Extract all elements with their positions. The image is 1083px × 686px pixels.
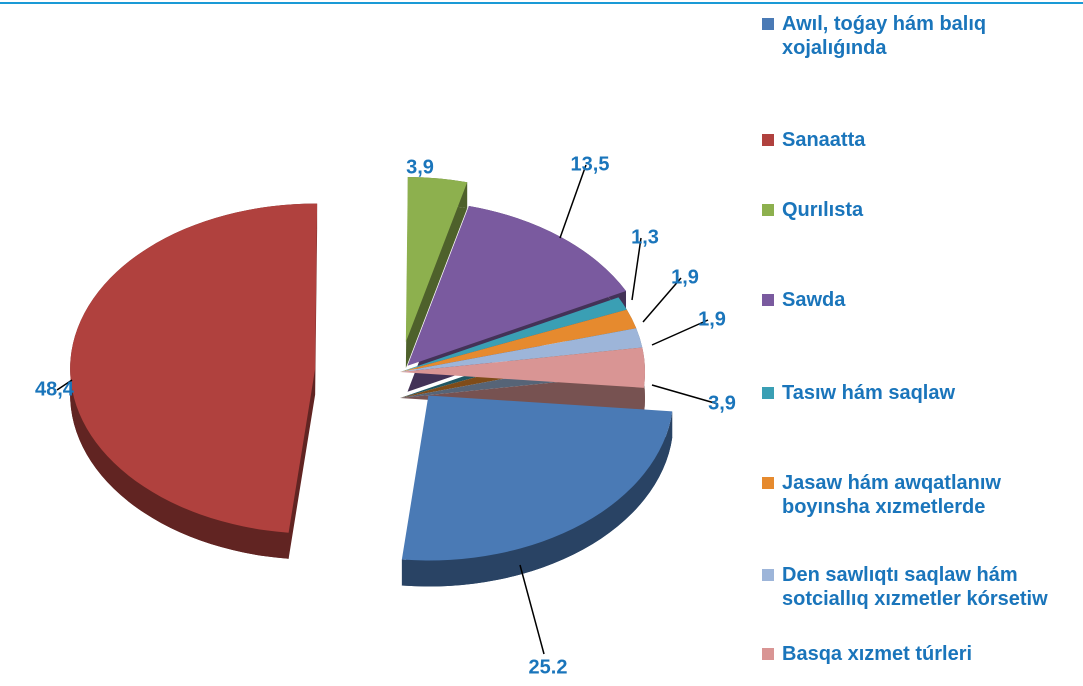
leader-line: [519, 564, 545, 655]
legend-label: Sawda: [782, 289, 846, 311]
legend-swatch: [762, 18, 774, 30]
legend-swatch: [762, 134, 774, 146]
legend-item: Tasıw hám saqlaw: [762, 381, 1082, 405]
data-label: 48,4: [35, 378, 75, 400]
legend-swatch: [762, 204, 774, 216]
leader-line: [651, 384, 719, 405]
legend-swatch: [762, 294, 774, 306]
legend-item: Sanaatta: [762, 128, 1082, 152]
legend-label: Awıl, toǵay hám balıq xojalıǵında: [782, 13, 987, 59]
legend-item: Awıl, toǵay hám balıq xojalıǵında: [762, 12, 1082, 60]
leader-line: [642, 277, 682, 323]
slice: [400, 309, 637, 372]
legend-swatch: [762, 569, 774, 581]
leader-line: [631, 237, 642, 301]
legend-item: Den sawlıqtı saqlaw hám sotciallıq xızme…: [762, 563, 1082, 611]
legend-label: Den sawlıqtı saqlaw hám sotciallıq xızme…: [782, 564, 1048, 610]
legend-swatch: [762, 387, 774, 399]
data-label: 13,5: [571, 153, 610, 175]
legend-item: Basqa xızmet túrleri: [762, 642, 1082, 666]
data-label: 1,3: [631, 226, 659, 248]
legend-item: Qurılısta: [762, 198, 1082, 222]
slice: [407, 205, 627, 366]
slice: [400, 297, 627, 372]
data-label: 1,9: [671, 266, 699, 288]
slice: [400, 328, 643, 372]
slice: [70, 203, 318, 533]
slice: [401, 395, 673, 561]
legend-label: Qurılısta: [782, 199, 864, 221]
legend-swatch: [762, 648, 774, 660]
leader-line: [56, 379, 73, 391]
legend-label: Jasaw hám awqatlanıw boyınsha xızmetlerd…: [782, 472, 1001, 518]
slice-side: [401, 411, 673, 587]
data-label: 3,9: [708, 392, 736, 414]
data-label: 1,9: [698, 308, 726, 330]
legend-label: Tasıw hám saqlaw: [782, 382, 956, 404]
legend-label: Sanaatta: [782, 129, 866, 151]
legend-item: Jasaw hám awqatlanıw boyınsha xızmetlerd…: [762, 471, 1082, 519]
leader-line: [559, 164, 587, 239]
legend-label: Basqa xızmet túrleri: [782, 643, 973, 665]
slice: [405, 176, 468, 342]
leader-line: [651, 319, 709, 346]
legend-item: Sawda: [762, 288, 1082, 312]
data-label: 25.2: [529, 656, 568, 678]
legend-swatch: [762, 477, 774, 489]
slice: [400, 347, 645, 388]
data-label: 3,9: [406, 156, 434, 178]
